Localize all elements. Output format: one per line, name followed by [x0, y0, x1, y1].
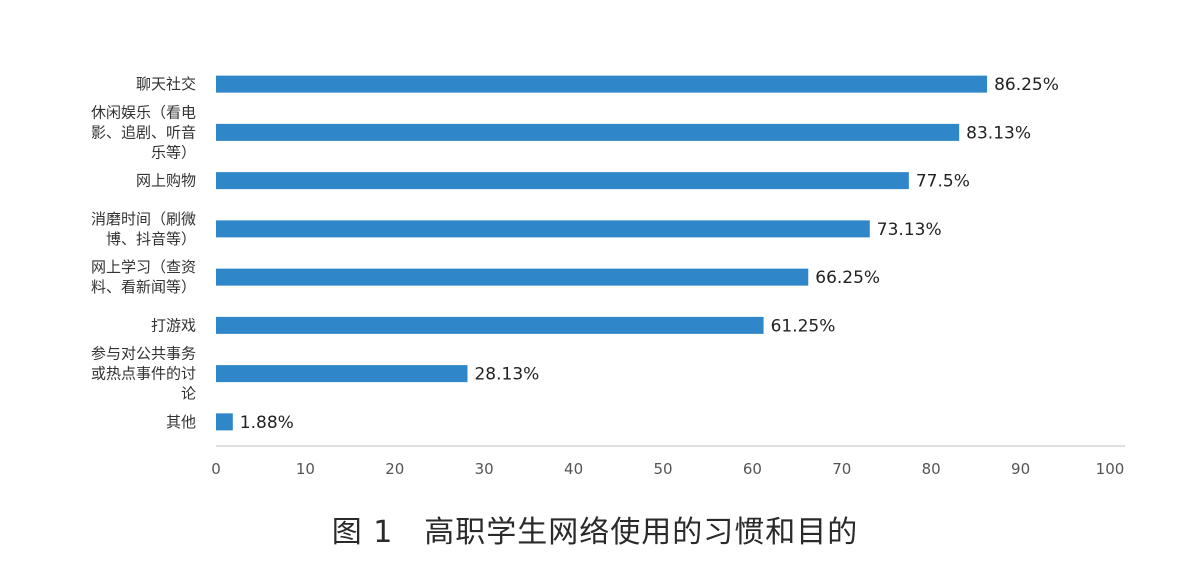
- figure-caption: 图 1 高职学生网络使用的习惯和目的: [331, 515, 859, 550]
- category-label: 网上学习（查资料、看新闻等）: [91, 258, 196, 296]
- x-tick-label: 80: [922, 460, 941, 478]
- value-labels: 86.25% 83.13% 77.5% 73.13% 66.25% 61.25% 28.13…: [240, 75, 1059, 433]
- x-tick-label: 90: [1011, 460, 1030, 478]
- bar-value-label: 83.13%: [966, 123, 1031, 143]
- category-label: 打游戏: [151, 316, 196, 334]
- category-label: 网上购物: [136, 172, 196, 190]
- bar-value-label: 73.13%: [877, 220, 942, 240]
- category-label: 休闲娱乐（看电影、追剧、听音乐等）: [91, 103, 196, 161]
- category-label: 参与对公共事务或热点事件的讨论: [91, 345, 196, 403]
- bar-value-label: 1.88%: [240, 413, 294, 433]
- bar: [216, 172, 909, 190]
- bar-value-label: 61.25%: [771, 316, 836, 336]
- bar: [216, 413, 233, 431]
- x-tick-label: 40: [564, 460, 583, 478]
- bar-value-label: 86.25%: [994, 75, 1059, 95]
- x-tick-label: 50: [653, 460, 672, 478]
- x-tick-label: 70: [832, 460, 851, 478]
- bar: [216, 75, 988, 93]
- bar-value-label: 66.25%: [815, 268, 880, 288]
- bar: [216, 316, 764, 334]
- bar-value-label: 28.13%: [474, 365, 539, 385]
- x-tick-label: 10: [296, 460, 315, 478]
- bar: [216, 220, 870, 238]
- category-label: 消磨时间（刷微博、抖音等）: [91, 210, 196, 248]
- x-tick-label: 100: [1096, 460, 1125, 478]
- bars-group: [216, 75, 988, 431]
- x-tick-label: 60: [743, 460, 762, 478]
- bar: [216, 365, 468, 383]
- bar-value-label: 77.5%: [916, 172, 970, 192]
- x-tick-labels: 0 10 20 30 40 50 60 70 80 90 100: [211, 460, 1124, 478]
- x-tick-label: 30: [475, 460, 494, 478]
- x-tick-label: 0: [211, 460, 221, 478]
- category-label: 其他: [166, 413, 196, 431]
- x-tick-label: 20: [385, 460, 404, 478]
- category-label: 聊天社交: [136, 75, 196, 93]
- bar: [216, 123, 960, 141]
- bar: [216, 268, 809, 286]
